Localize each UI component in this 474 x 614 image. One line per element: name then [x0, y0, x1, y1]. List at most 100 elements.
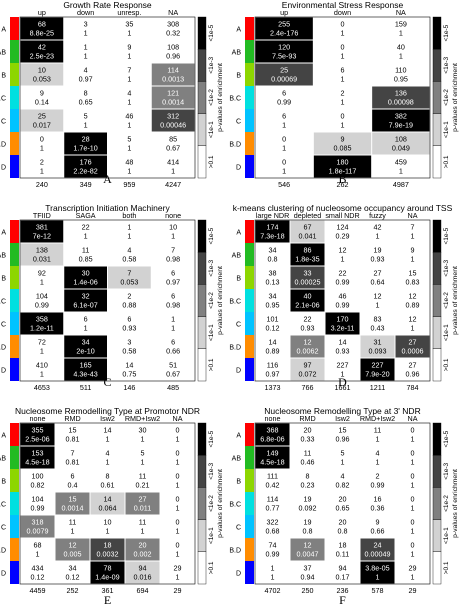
row-label: B.C [229, 502, 241, 509]
cell-count: 29 [174, 564, 182, 573]
cell-count: 12 [409, 315, 417, 324]
heatmap-cell [64, 132, 107, 155]
heatmap-cell [395, 561, 430, 584]
cell-pvalue: 0.8 [303, 527, 313, 536]
heatmap-cell [20, 515, 55, 538]
row-color-strip [10, 515, 19, 538]
cell-count: 0 [341, 112, 345, 121]
heatmap-cell [20, 109, 64, 132]
row-color-strip [245, 561, 254, 584]
cell-count: 174 [267, 223, 279, 232]
legend-swatch [197, 49, 207, 82]
cell-pvalue: 0.8 [268, 255, 278, 264]
cell-pvalue: 1 [141, 527, 145, 536]
heatmap-cell [20, 423, 55, 446]
cell-count: 11 [304, 449, 311, 458]
cell-pvalue: 0.17 [336, 573, 350, 582]
cell-count: 4 [341, 472, 345, 481]
column-header: Isw2 [335, 414, 350, 423]
legend-label: <1e-5 [443, 24, 450, 41]
column-header: RMD+Isw2 [360, 414, 395, 423]
heatmap-cell [55, 446, 90, 469]
heatmap-cell [108, 155, 151, 178]
heatmap-cell [64, 17, 107, 40]
cell-count: 46 [125, 112, 133, 121]
grid-frame [19, 16, 196, 179]
row-color-strip [245, 492, 254, 515]
legend-swatch [432, 455, 442, 488]
cell-pvalue: 0.32 [166, 29, 180, 38]
cell-pvalue: 0.049 [392, 144, 410, 153]
heatmap-cell [125, 561, 160, 584]
column-header: both [122, 211, 136, 220]
cell-count: 18 [339, 541, 347, 550]
heatmap-cell [20, 17, 64, 40]
legend-swatch [197, 113, 207, 146]
row-label: B.D [229, 142, 241, 149]
cell-count: 410 [36, 361, 48, 370]
cell-count: 4 [84, 66, 88, 75]
column-header: down [77, 8, 94, 17]
legend-label: <1e-5 [208, 227, 215, 244]
cell-count: 6 [341, 66, 345, 75]
cell-pvalue: 1 [341, 29, 345, 38]
cell-pvalue: 1 [176, 550, 180, 559]
cell-count: 6 [171, 338, 175, 347]
row-label: AB [0, 253, 6, 260]
column-total: 959 [123, 180, 135, 189]
cell-pvalue: 0.016 [134, 573, 152, 582]
heatmap-cell [55, 515, 90, 538]
legend-swatch [432, 551, 442, 585]
cell-count: 11 [374, 426, 381, 435]
panel-title: Nucleosome Remodelling Type at Promotor … [15, 406, 200, 416]
heatmap-cell [313, 86, 372, 109]
cell-pvalue: 0.89 [406, 301, 420, 310]
cell-pvalue: 1.2e-11 [30, 324, 54, 333]
cell-count: 0 [176, 518, 180, 527]
cell-pvalue: 1 [341, 52, 345, 61]
column-header: NA [168, 8, 178, 17]
heatmap-cell [313, 63, 372, 86]
heatmap-cell [372, 63, 430, 86]
cell-count: 32 [82, 292, 90, 301]
cell-count: 12 [69, 541, 77, 550]
cell-pvalue: 0.66 [371, 527, 385, 536]
heatmap-cell [20, 220, 64, 243]
cell-pvalue: 1 [411, 550, 415, 559]
row-color-strip [10, 63, 19, 86]
heatmap-cell [108, 289, 151, 312]
row-label: B.C [229, 299, 241, 306]
row-label: AB [232, 50, 242, 57]
row-label: B [1, 479, 6, 486]
heatmap-cell [64, 155, 107, 178]
row-label: A [1, 433, 6, 440]
cell-pvalue: 0.00069 [271, 75, 297, 84]
heatmap-cell [360, 220, 395, 243]
heatmap-cell [313, 155, 372, 178]
cell-count: 2 [376, 472, 380, 481]
legend-axis-label: p-values of enrichment [452, 266, 459, 335]
cell-count: 42 [374, 223, 382, 232]
cell-pvalue: 0.041 [299, 232, 317, 241]
cell-count: 9 [341, 135, 345, 144]
cell-count: 153 [32, 449, 44, 458]
row-label: B [1, 73, 6, 80]
cell-pvalue: 0.96 [336, 435, 350, 444]
heatmap-cell [325, 312, 360, 335]
row-label: C [236, 119, 241, 126]
cell-pvalue: 1 [40, 144, 44, 153]
cell-count: 165 [80, 361, 92, 370]
legend-swatch [197, 219, 207, 253]
cell-pvalue: 1 [171, 232, 175, 241]
cell-count: 15 [409, 269, 417, 278]
cell-pvalue: 2e-10 [76, 347, 94, 356]
cell-count: 19 [304, 495, 312, 504]
heatmap-cell [290, 266, 325, 289]
cell-pvalue: 0.43 [371, 324, 385, 333]
cell-count: 51 [169, 361, 177, 370]
cell-pvalue: 1 [176, 527, 180, 536]
column-total: 262 [337, 180, 349, 189]
column-total: 4459 [30, 586, 46, 595]
grid-frame [19, 422, 196, 585]
heatmap-cell [290, 243, 325, 266]
